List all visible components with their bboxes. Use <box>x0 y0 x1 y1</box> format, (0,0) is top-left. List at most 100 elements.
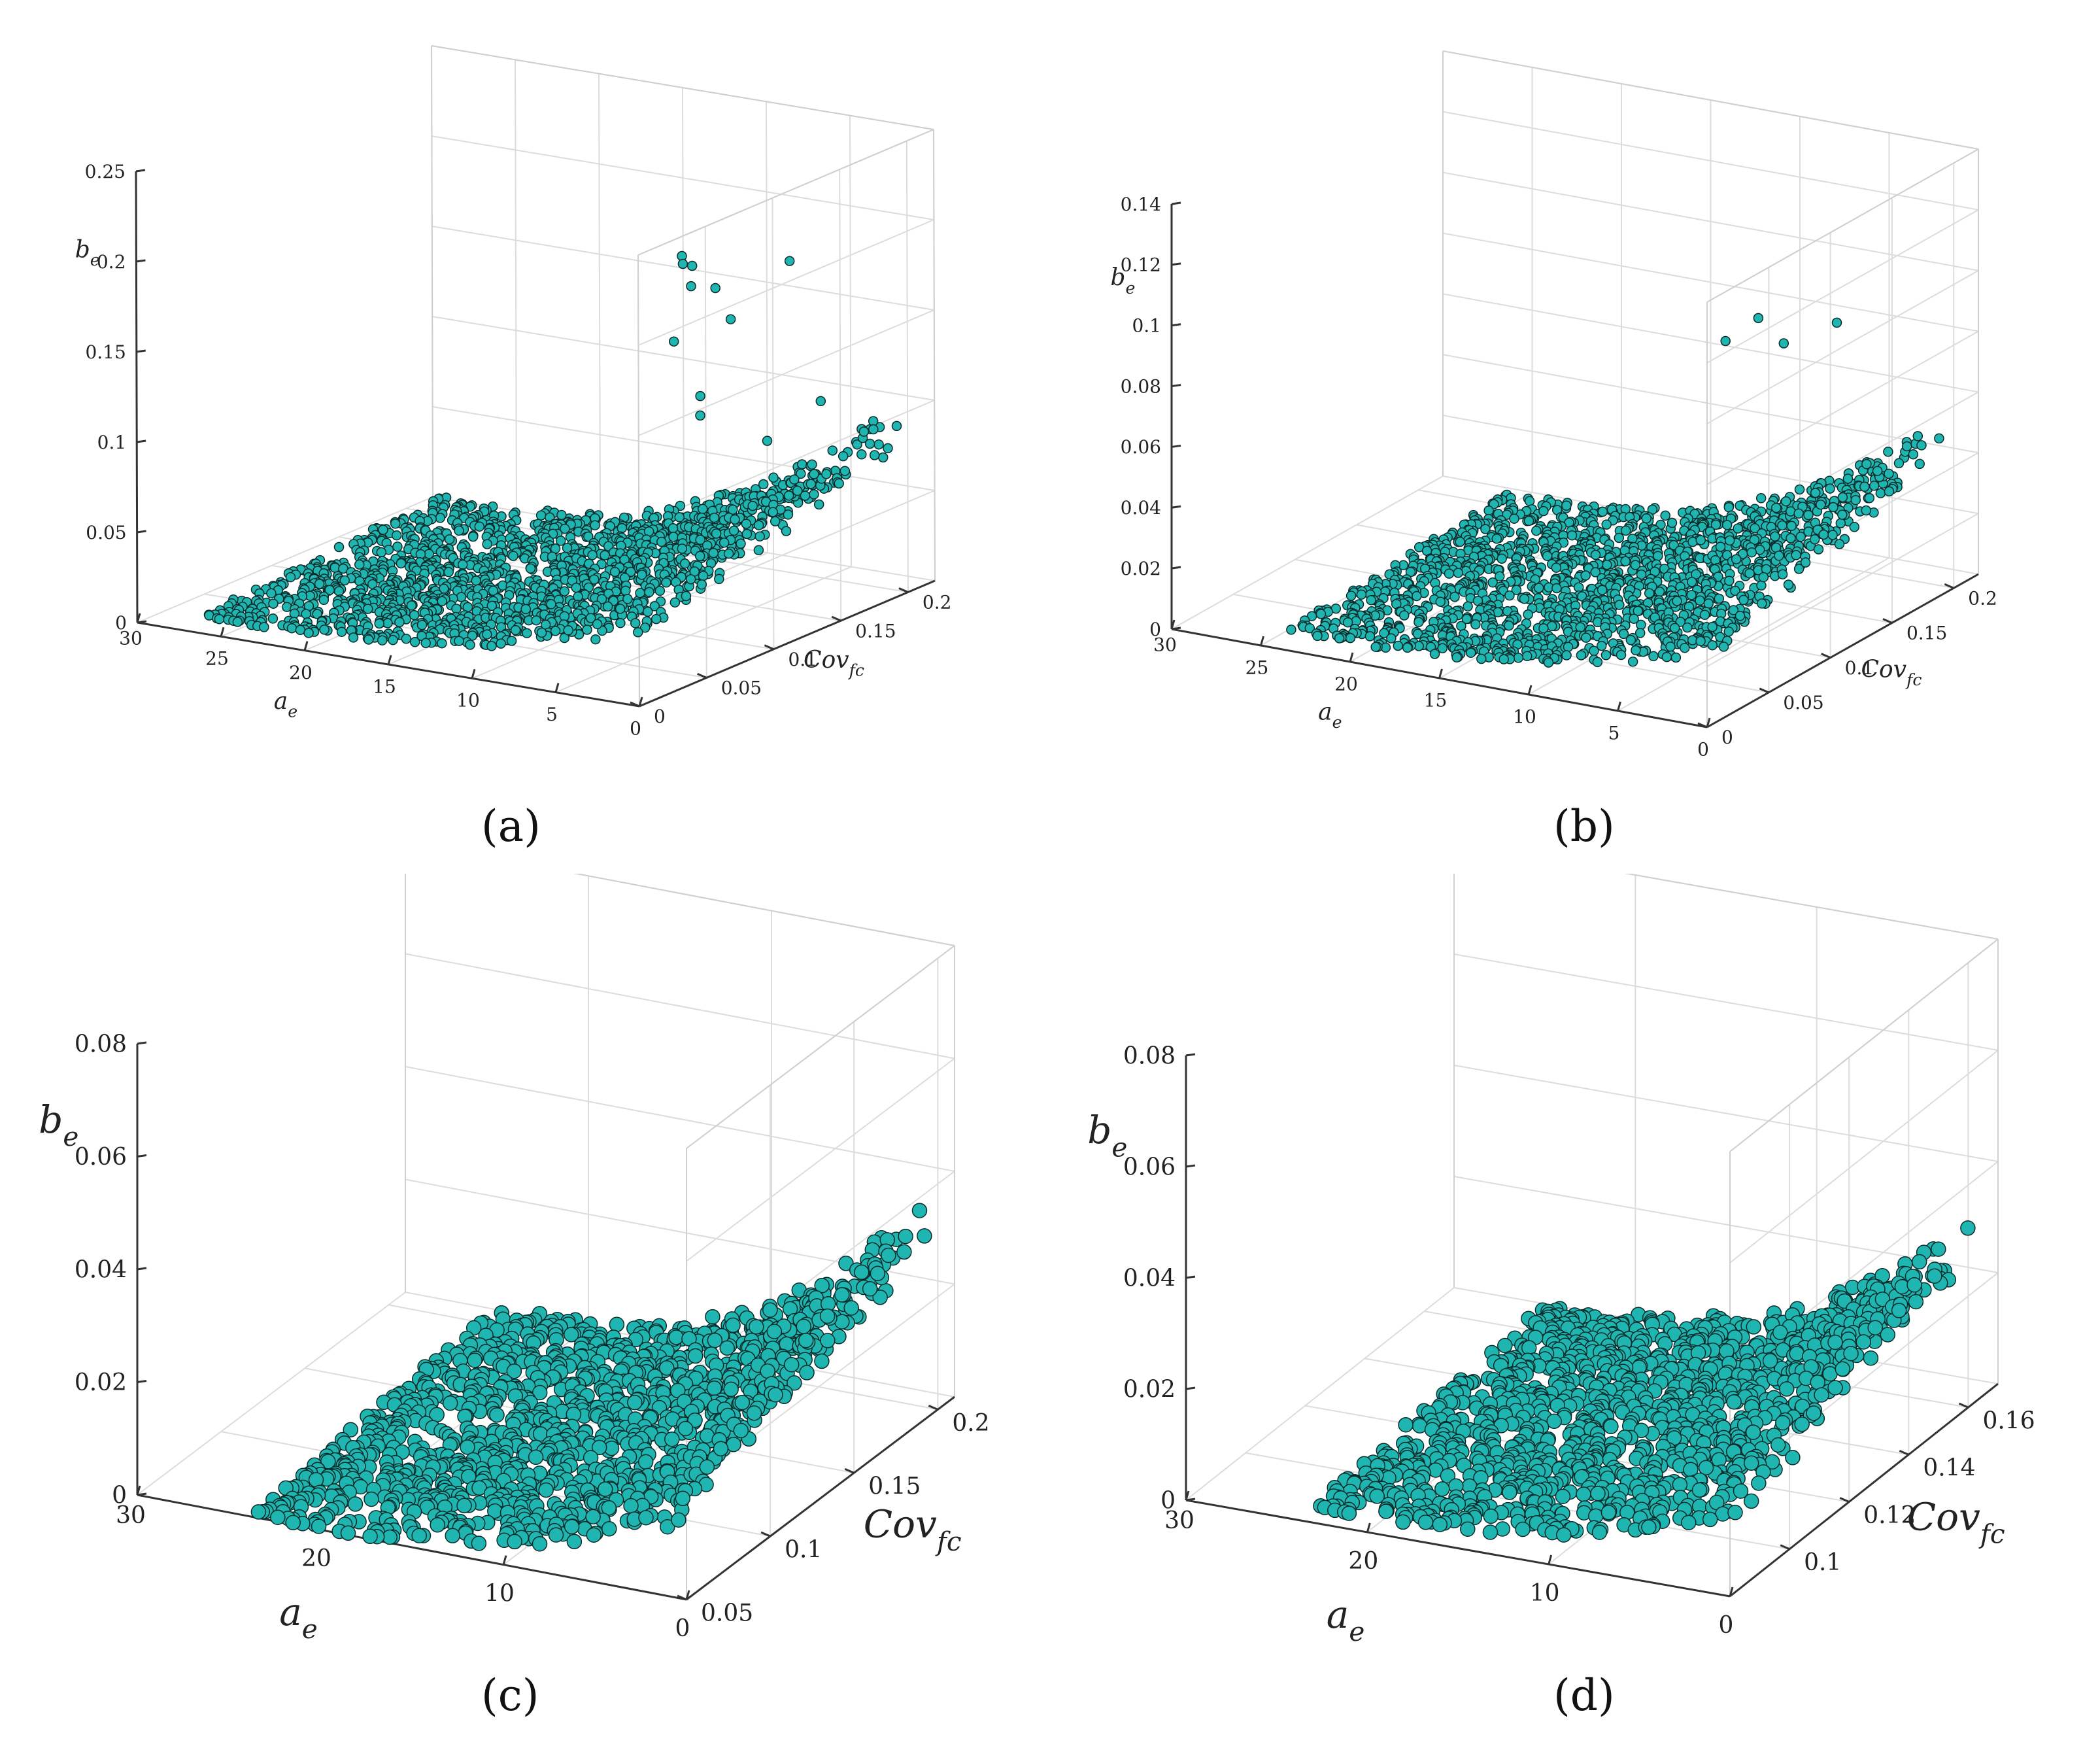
data-point <box>623 594 632 604</box>
data-point <box>1723 521 1732 530</box>
x-tick-label: 15 <box>1424 689 1448 711</box>
data-point <box>639 1454 653 1469</box>
data-point <box>301 609 311 619</box>
data-point <box>1626 636 1635 645</box>
data-point <box>768 1388 783 1402</box>
data-point <box>444 568 453 577</box>
data-point <box>571 583 581 592</box>
data-point <box>1403 643 1412 652</box>
data-point <box>1680 643 1689 653</box>
data-point <box>785 491 794 500</box>
data-point <box>748 502 757 511</box>
x-tick-label: 10 <box>484 1580 515 1607</box>
data-point <box>1591 551 1600 560</box>
data-point <box>730 515 739 524</box>
data-point <box>1672 596 1682 606</box>
data-point <box>600 551 609 560</box>
data-point <box>870 451 879 460</box>
data-point <box>681 559 690 568</box>
data-point <box>1716 542 1725 551</box>
data-point <box>637 570 647 579</box>
data-point <box>1833 318 1842 327</box>
data-point <box>679 1422 693 1436</box>
data-point <box>763 1303 777 1317</box>
x-tick-label: 20 <box>289 662 313 683</box>
data-point <box>1862 460 1871 469</box>
data-point <box>726 315 736 324</box>
data-point <box>430 1518 445 1532</box>
x-tick-label: 5 <box>546 704 558 725</box>
data-point <box>1770 532 1780 541</box>
data-point <box>669 532 678 541</box>
data-point <box>822 470 831 479</box>
panel-a-chart: 00.050.10.150.20.2530252015105000.050.10… <box>0 0 1050 874</box>
data-point <box>418 621 427 630</box>
data-point <box>1724 627 1733 636</box>
data-point <box>1552 584 1561 593</box>
gridline-backwall-y <box>705 226 707 678</box>
data-point <box>1913 432 1922 441</box>
data-point <box>1873 466 1882 475</box>
data-point <box>1865 494 1874 503</box>
data-point <box>320 625 329 634</box>
z-tick <box>1172 567 1181 568</box>
data-point <box>1598 585 1607 594</box>
data-point <box>1629 657 1638 666</box>
data-point <box>898 1229 913 1244</box>
gridline-backwall-y <box>772 198 773 649</box>
data-point <box>1453 568 1463 577</box>
data-point <box>437 596 447 606</box>
panel-b-chart: 00.020.040.060.080.10.120.14302520151050… <box>1050 0 2100 874</box>
z-tick <box>137 1494 146 1495</box>
box-edge <box>638 255 639 706</box>
x-tick-label: 10 <box>1513 706 1536 727</box>
data-point <box>720 538 729 547</box>
data-point <box>712 529 721 538</box>
z-tick-label: 0.08 <box>75 1031 127 1058</box>
data-point <box>1504 621 1514 630</box>
data-point <box>466 640 475 649</box>
data-point <box>1836 519 1845 528</box>
y-tick-label: 0.05 <box>1783 692 1823 713</box>
data-point <box>681 591 690 600</box>
data-point <box>1534 583 1544 592</box>
data-point <box>686 575 696 584</box>
data-point <box>1759 573 1768 582</box>
data-point <box>1708 623 1717 632</box>
z-axis-line <box>136 171 137 623</box>
data-point <box>437 639 447 648</box>
data-point <box>529 1450 543 1464</box>
data-point <box>304 628 313 638</box>
data-point <box>699 572 708 581</box>
data-point <box>1829 503 1838 512</box>
data-point <box>726 1318 740 1332</box>
data-point <box>855 1265 869 1279</box>
data-point <box>799 1333 813 1348</box>
data-point <box>411 638 420 647</box>
data-point <box>1838 510 1847 519</box>
z-tick-label: 0.2 <box>97 251 126 273</box>
data-point <box>537 628 547 637</box>
data-point <box>688 1348 703 1363</box>
data-point <box>1791 551 1801 560</box>
data-point <box>662 578 671 587</box>
data-point <box>730 526 739 536</box>
data-point <box>1683 623 1692 632</box>
data-point <box>621 586 630 595</box>
data-point <box>1438 643 1447 653</box>
data-point <box>754 521 764 530</box>
data-point <box>1543 551 1552 560</box>
data-point <box>521 604 530 613</box>
data-point <box>1757 599 1767 608</box>
data-point <box>1412 592 1421 601</box>
data-point <box>1621 526 1631 535</box>
data-point <box>1828 530 1837 540</box>
data-point <box>598 1482 613 1496</box>
data-point <box>1450 592 1459 602</box>
data-point <box>1668 519 1677 528</box>
data-point <box>1732 555 1741 564</box>
y-tick-label: 0.15 <box>855 620 896 642</box>
data-point <box>892 421 902 430</box>
data-point <box>1287 625 1296 634</box>
data-point <box>475 522 484 531</box>
